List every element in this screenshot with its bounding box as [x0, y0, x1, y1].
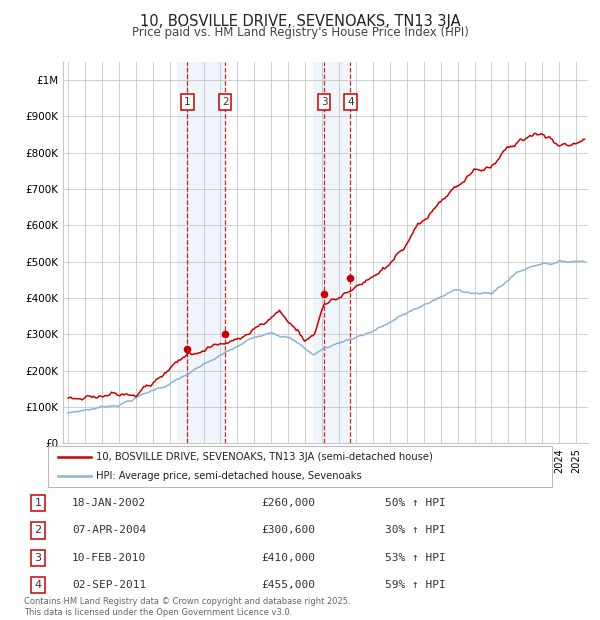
Text: 53% ↑ HPI: 53% ↑ HPI: [385, 552, 446, 562]
Text: £260,000: £260,000: [261, 498, 315, 508]
Text: 02-SEP-2011: 02-SEP-2011: [72, 580, 146, 590]
Text: 10, BOSVILLE DRIVE, SEVENOAKS, TN13 3JA: 10, BOSVILLE DRIVE, SEVENOAKS, TN13 3JA: [140, 14, 460, 29]
Text: 10-FEB-2010: 10-FEB-2010: [72, 552, 146, 562]
Text: 30% ↑ HPI: 30% ↑ HPI: [385, 526, 446, 536]
Text: 3: 3: [321, 97, 328, 107]
Text: 2: 2: [222, 97, 229, 107]
Text: 07-APR-2004: 07-APR-2004: [72, 526, 146, 536]
Text: 4: 4: [35, 580, 41, 590]
Text: 59% ↑ HPI: 59% ↑ HPI: [385, 580, 446, 590]
Text: £455,000: £455,000: [261, 580, 315, 590]
Text: 10, BOSVILLE DRIVE, SEVENOAKS, TN13 3JA (semi-detached house): 10, BOSVILLE DRIVE, SEVENOAKS, TN13 3JA …: [96, 452, 433, 463]
Text: 4: 4: [347, 97, 354, 107]
Text: 3: 3: [35, 552, 41, 562]
Text: 2: 2: [35, 526, 41, 536]
Text: 50% ↑ HPI: 50% ↑ HPI: [385, 498, 446, 508]
Text: Price paid vs. HM Land Registry's House Price Index (HPI): Price paid vs. HM Land Registry's House …: [131, 26, 469, 39]
Text: 1: 1: [184, 97, 191, 107]
Text: 18-JAN-2002: 18-JAN-2002: [72, 498, 146, 508]
FancyBboxPatch shape: [48, 446, 552, 487]
Text: £410,000: £410,000: [261, 552, 315, 562]
Text: Contains HM Land Registry data © Crown copyright and database right 2025.
This d: Contains HM Land Registry data © Crown c…: [24, 598, 350, 617]
Bar: [313, 62, 350, 443]
Bar: [178, 62, 225, 443]
Text: £300,600: £300,600: [261, 526, 315, 536]
Text: 1: 1: [35, 498, 41, 508]
Text: HPI: Average price, semi-detached house, Sevenoaks: HPI: Average price, semi-detached house,…: [96, 471, 362, 481]
